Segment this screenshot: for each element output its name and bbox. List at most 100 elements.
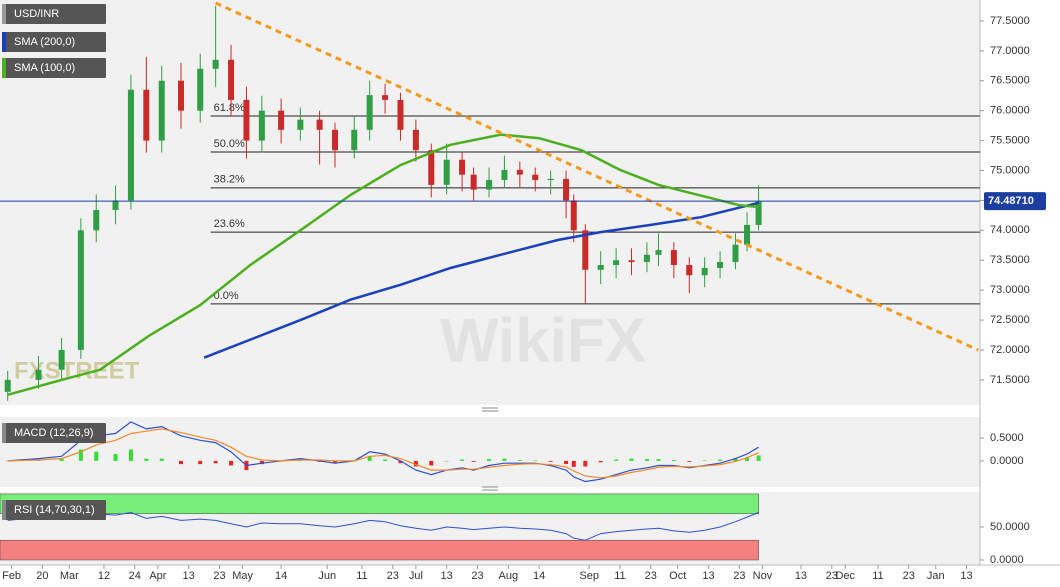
legend-label: SMA (100,0) [14, 62, 75, 74]
histogram-bar [548, 460, 553, 462]
y-tick-label: 77.0000 [990, 45, 1030, 57]
x-tick-label: 11 [872, 570, 883, 582]
y-tick-label: 71.5000 [990, 374, 1030, 386]
candle-body [143, 89, 150, 141]
fib-label: 38.2% [214, 174, 245, 186]
legend-box [2, 500, 106, 520]
histogram-bar [178, 460, 183, 465]
x-tick-label: 23 [733, 570, 745, 582]
candle-body [127, 89, 134, 201]
candle-body [732, 244, 739, 263]
x-tick-label: 13 [702, 570, 714, 582]
legend-label: SMA (200,0) [14, 36, 75, 48]
candle-body [428, 150, 435, 185]
histogram-bar [487, 459, 492, 461]
legend-item: SMA (200,0) [2, 32, 106, 52]
candle-body [717, 262, 724, 269]
candle-body [744, 224, 751, 245]
x-tick-label: 13 [960, 570, 972, 582]
signal-line [7, 428, 759, 479]
histogram-bar [517, 460, 522, 461]
histogram-bar [502, 458, 507, 461]
main-panel [0, 0, 980, 405]
candle-body [597, 265, 604, 270]
x-tick-label: 14 [533, 570, 545, 582]
candle-body [701, 268, 708, 276]
x-tick-label: 24 [129, 570, 141, 582]
y-tick-label: 75.5000 [990, 134, 1030, 146]
macd-line [7, 421, 759, 483]
candle-body [655, 250, 662, 255]
sma-line [203, 201, 759, 359]
watermark: WikiFX [440, 306, 646, 375]
histogram-bar [5, 460, 10, 462]
candle-body [366, 95, 373, 130]
candle-body [35, 369, 42, 380]
legend-box [2, 4, 106, 24]
histogram-bar [614, 459, 619, 461]
candle-body [243, 99, 250, 141]
candle-body [563, 178, 570, 201]
x-tick-label: 23 [826, 570, 838, 582]
histogram-bar [460, 459, 465, 461]
candle-body [93, 209, 100, 231]
candle-body [197, 68, 204, 111]
legend-box [2, 32, 106, 52]
candle-body [4, 379, 11, 392]
legend-box [2, 423, 106, 443]
histogram-bar [59, 458, 64, 461]
legend-item: SMA (100,0) [2, 58, 106, 78]
candle-body [686, 265, 693, 276]
histogram-bar [687, 460, 692, 462]
histogram-bar [113, 454, 118, 461]
last-price-box [984, 192, 1046, 211]
histogram-bar [144, 458, 149, 461]
histogram-bar [571, 460, 576, 467]
x-tick-label: 23 [387, 570, 399, 582]
y-tick-label: 0.5000 [990, 432, 1024, 444]
candle-body [177, 80, 184, 111]
candle-body [412, 129, 419, 151]
candle-body [628, 260, 635, 263]
histogram-bar [198, 460, 203, 465]
histogram-bar [733, 458, 738, 461]
histogram-bar [259, 460, 264, 465]
y-tick-label: 73.0000 [990, 284, 1030, 296]
legend-item: RSI (14,70,30,1) [2, 500, 106, 520]
x-tick-label: 11 [356, 570, 367, 582]
candle-body [316, 119, 323, 130]
histogram-bar [398, 460, 403, 464]
candle-body [58, 349, 65, 370]
y-tick-label: 76.0000 [990, 105, 1030, 117]
x-tick-label: Jul [409, 570, 423, 582]
rsi-line [7, 511, 759, 541]
candle-body [351, 129, 358, 151]
macd-panel [0, 417, 980, 487]
candle-body [582, 230, 589, 270]
histogram-bar [383, 459, 388, 461]
x-tick-label: Dec [835, 570, 855, 582]
y-tick-label: 73.5000 [990, 254, 1030, 266]
legend-box [2, 58, 106, 78]
x-tick-label: Sep [579, 570, 599, 582]
candle-body [397, 99, 404, 130]
candle-body [332, 129, 339, 151]
histogram-bar [718, 459, 723, 461]
x-tick-label: 13 [441, 570, 453, 582]
histogram-bar [756, 455, 761, 461]
candle-body [158, 80, 165, 141]
x-tick-label: Feb [2, 570, 21, 582]
y-tick-label: 50.0000 [990, 521, 1030, 533]
x-tick-label: 13 [183, 570, 195, 582]
candle-body [501, 169, 508, 181]
y-tick-label: 74.0000 [990, 224, 1030, 236]
legend-swatch [2, 423, 6, 443]
x-tick-label: May [232, 570, 253, 582]
histogram-bar [629, 458, 634, 461]
x-tick-label: 12 [98, 570, 110, 582]
legend-label: USD/INR [14, 8, 59, 20]
histogram-bar [229, 460, 234, 466]
candle-body [613, 260, 620, 266]
fib-label: 61.8% [214, 102, 245, 114]
candle-body [228, 59, 235, 100]
